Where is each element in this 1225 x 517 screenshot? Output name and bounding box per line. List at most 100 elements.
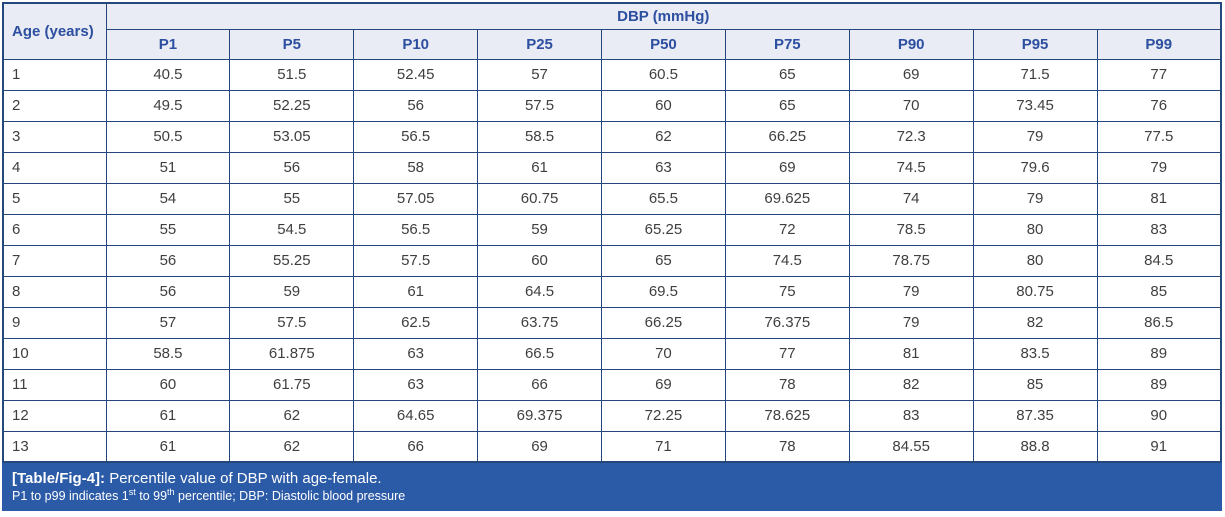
value-cell: 66 [477,368,602,401]
value-cell: 80 [972,213,1098,246]
value-cell: 50.5 [105,120,231,153]
value-cell: 62.5 [353,306,479,339]
table-row: 2 49.5 52.25 56 57.5 60 65 70 73.45 76 [2,89,1222,122]
value-cell: 83 [1096,213,1222,246]
value-cell: 55.25 [229,244,355,277]
value-cell: 89 [1096,337,1222,370]
value-cell: 69.625 [724,182,850,215]
value-cell: 60 [477,244,602,277]
value-cell: 61.75 [229,368,355,401]
value-cell: 63 [353,368,479,401]
value-cell: 58.5 [105,337,231,370]
value-cell: 74.5 [848,151,974,184]
value-cell: 90 [1096,399,1222,432]
value-cell: 89 [1096,368,1222,401]
value-cell: 83.5 [972,337,1098,370]
value-cell: 88.8 [972,430,1098,463]
value-cell: 63 [601,151,726,184]
value-cell: 59 [229,275,355,308]
percentile-header-row: P1 P5 P10 P25 P50 P75 P90 P95 P99 [3,28,1222,60]
value-cell: 57 [105,306,231,339]
value-cell: 61.875 [229,337,355,370]
table-body: 1 40.5 51.5 52.45 57 60.5 65 69 71.5 77 2 49.5 52.25… [2,58,1222,463]
table-row: 12 61 62 64.65 69.375 72.25 78.625 83 87.35 90 [2,399,1222,432]
value-cell: 49.5 [105,89,231,122]
value-cell: 63 [353,337,479,370]
column-header-p50: P50 [601,28,726,60]
value-cell: 79 [848,306,974,339]
value-cell: 65.5 [601,182,726,215]
value-cell: 72.3 [848,120,974,153]
value-cell: 61 [353,275,479,308]
value-cell: 64.5 [477,275,602,308]
value-cell: 77 [1096,58,1222,91]
caption-note-sup1: st [128,486,136,497]
caption-note-line: P1 to p99 indicates 1st to 99th percenti… [12,486,1212,505]
column-header-p75: P75 [724,28,850,60]
value-cell: 69 [724,151,850,184]
value-cell: 57 [477,58,602,91]
age-cell: 10 [2,337,107,370]
value-cell: 69.5 [601,275,726,308]
value-cell: 82 [972,306,1098,339]
age-cell: 9 [2,306,107,339]
table-row: 4 51 56 58 61 63 69 74.5 79.6 79 [2,151,1222,184]
age-cell: 6 [2,213,107,246]
table-row: 8 56 59 61 64.5 69.5 75 79 80.75 85 [2,275,1222,308]
value-cell: 60.5 [601,58,726,91]
value-cell: 77.5 [1096,120,1222,153]
column-header-p90: P90 [848,28,974,60]
value-cell: 78.5 [848,213,974,246]
table-row: 9 57 57.5 62.5 63.75 66.25 76.375 79 82 86.5 [2,306,1222,339]
value-cell: 78 [724,368,850,401]
value-cell: 78.625 [724,399,850,432]
table-row: 1 40.5 51.5 52.45 57 60.5 65 69 71.5 77 [2,58,1222,91]
table-row: 10 58.5 61.875 63 66.5 70 77 81 83.5 89 [2,337,1222,370]
age-cell: 12 [2,399,107,432]
value-cell: 58 [353,151,479,184]
value-cell: 74 [848,182,974,215]
age-cell: 13 [2,430,107,463]
value-cell: 56.5 [353,213,479,246]
value-cell: 64.65 [353,399,479,432]
value-cell: 72.25 [601,399,726,432]
value-cell: 55 [229,182,355,215]
value-cell: 60 [105,368,231,401]
value-cell: 77 [724,337,850,370]
caption-note-part2: to 99 [135,489,168,503]
age-cell: 5 [2,182,107,215]
value-cell: 56.5 [353,120,479,153]
dbp-percentile-table: Age (years) DBP (mmHg) P1 P5 P10 P25 P50 P75 P… [2,2,1222,463]
value-cell: 56 [229,151,355,184]
value-cell: 87.35 [972,399,1098,432]
value-cell: 51.5 [229,58,355,91]
value-cell: 57.5 [477,89,602,122]
value-cell: 79 [972,120,1098,153]
age-column-header: Age (years) [2,2,107,60]
value-cell: 40.5 [105,58,231,91]
value-cell: 76.375 [724,306,850,339]
table-row: 7 56 55.25 57.5 60 65 74.5 78.75 80 84.5 [2,244,1222,277]
value-cell: 61 [477,151,602,184]
value-cell: 66.5 [477,337,602,370]
value-cell: 79 [848,275,974,308]
table-row: 11 60 61.75 63 66 69 78 82 85 89 [2,368,1222,401]
value-cell: 69.375 [477,399,602,432]
age-cell: 2 [2,89,107,122]
age-cell: 11 [2,368,107,401]
value-cell: 57.5 [229,306,355,339]
caption-note-sup2: th [167,486,175,497]
value-cell: 84.5 [1096,244,1222,277]
value-cell: 76 [1096,89,1222,122]
caption-title-line: [Table/Fig-4]: Percentile value of DBP w… [12,469,1212,488]
age-cell: 1 [2,58,107,91]
value-cell: 62 [229,430,355,463]
table-row: 3 50.5 53.05 56.5 58.5 62 66.25 72.3 79 77.5 [2,120,1222,153]
value-cell: 54 [105,182,231,215]
value-cell: 83 [848,399,974,432]
age-cell: 3 [2,120,107,153]
column-header-p5: P5 [229,28,355,60]
value-cell: 52.25 [229,89,355,122]
value-cell: 57.5 [353,244,479,277]
value-cell: 69 [477,430,602,463]
